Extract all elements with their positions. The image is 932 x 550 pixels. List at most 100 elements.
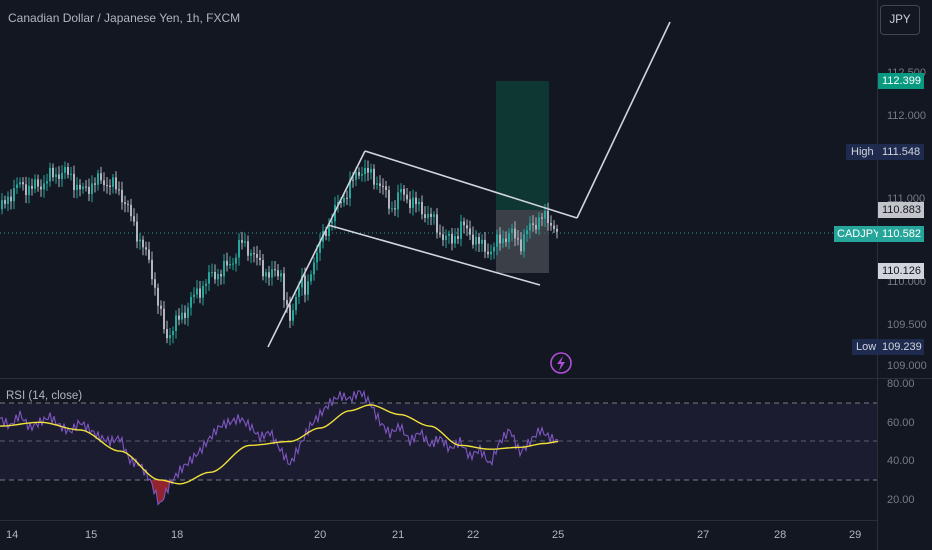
candle-body — [352, 179, 354, 181]
candle-body — [145, 247, 147, 250]
candle-body — [301, 275, 303, 288]
time-label: 28 — [774, 529, 786, 541]
candle-body — [61, 172, 63, 179]
candle-body — [280, 273, 282, 277]
candle-body — [94, 183, 96, 185]
channel-upper-line[interactable] — [364, 150, 578, 219]
risk-zone[interactable] — [496, 210, 549, 273]
candle-body — [142, 239, 144, 248]
candle-body — [547, 211, 549, 224]
candle-body — [508, 232, 510, 243]
time-label: 21 — [392, 529, 404, 541]
candle-body — [400, 188, 402, 193]
candle-body — [238, 240, 240, 258]
candle-body — [160, 305, 162, 309]
channel-lower-line[interactable] — [327, 224, 541, 286]
candle-body — [187, 307, 189, 318]
candle-body — [268, 272, 270, 278]
time-label: 25 — [552, 529, 564, 541]
rsi-oversold-fill — [148, 480, 172, 505]
candle-body — [70, 173, 72, 175]
target-price-badge: 112.399 — [878, 73, 924, 89]
candle-body — [148, 249, 150, 260]
time-label: 22 — [467, 529, 479, 541]
currency-button[interactable]: JPY — [880, 5, 920, 35]
candle-body — [343, 197, 345, 203]
candle-body — [34, 179, 36, 189]
candle-body — [37, 179, 39, 187]
candle-body — [133, 216, 135, 222]
candle-body — [442, 234, 444, 241]
candle-body — [550, 223, 552, 226]
candle-body — [403, 188, 405, 195]
candle-body — [262, 260, 264, 277]
candle-body — [67, 166, 69, 175]
candle-body — [4, 200, 6, 204]
candle-body — [406, 194, 408, 200]
time-label: 27 — [697, 529, 709, 541]
candle-body — [241, 240, 243, 243]
candle-body — [358, 172, 360, 176]
candle-body — [109, 185, 111, 187]
price-tick: 110.000 — [887, 276, 926, 288]
candle-body — [463, 221, 465, 226]
candle-body — [19, 182, 21, 185]
candle-body — [49, 167, 51, 182]
high-label-badge: High — [846, 144, 878, 160]
candle-body — [376, 183, 378, 185]
candle-body — [124, 202, 126, 204]
candle-body — [340, 202, 342, 204]
candle-body — [181, 312, 183, 320]
candle-body — [421, 201, 423, 215]
high-value-badge: 111.548 — [878, 144, 924, 160]
price-tick: 112.000 — [887, 110, 926, 122]
candle-body — [544, 211, 546, 219]
candle-body — [418, 201, 420, 205]
candle-body — [307, 281, 309, 295]
symbol-title: Canadian Dollar / Japanese Yen, 1h, FXCM — [8, 11, 241, 25]
candle-body — [193, 294, 195, 297]
candle-body — [481, 239, 483, 244]
candle-body — [370, 168, 372, 173]
candle-body — [85, 186, 87, 188]
candle-body — [367, 167, 369, 173]
candle-body — [424, 214, 426, 218]
candle-body — [496, 234, 498, 247]
candle-body — [520, 239, 522, 252]
candle-body — [316, 252, 318, 263]
candle-body — [478, 236, 480, 244]
candle-body — [28, 185, 30, 196]
target-zone[interactable] — [496, 81, 549, 210]
candle-body — [487, 251, 489, 255]
candle-body — [310, 274, 312, 282]
candle-body — [253, 253, 255, 255]
price-tick: 109.500 — [887, 319, 927, 331]
rising-trendline[interactable] — [267, 150, 366, 348]
candle-body — [364, 167, 366, 175]
candle-body — [217, 274, 219, 280]
candle-body — [259, 257, 261, 261]
projection-line[interactable] — [576, 21, 671, 219]
candle-body — [226, 260, 228, 266]
candle-body — [532, 223, 534, 225]
candle-body — [538, 217, 540, 230]
candle-body — [199, 288, 201, 298]
candle-body — [493, 246, 495, 252]
candle-body — [130, 204, 132, 217]
candle-body — [331, 221, 333, 224]
lightning-icon[interactable] — [550, 352, 572, 374]
candle-body — [184, 312, 186, 318]
candle-body — [454, 236, 456, 244]
candle-body — [76, 184, 78, 191]
candle-body — [388, 190, 390, 209]
candle-body — [190, 296, 192, 308]
candle-body — [412, 197, 414, 208]
candle-body — [1, 200, 3, 210]
candlestick-series — [1, 159, 558, 346]
rsi-tick: 80.00 — [887, 378, 915, 390]
symbol-badge: CADJPY — [834, 226, 880, 242]
candle-body — [55, 174, 57, 178]
low-label-badge: Low — [852, 339, 878, 355]
candle-body — [100, 173, 102, 181]
